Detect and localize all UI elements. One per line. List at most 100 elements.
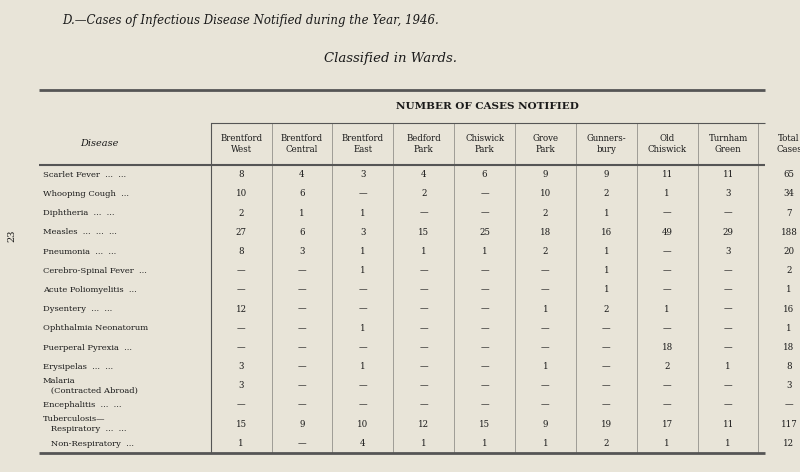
Text: 16: 16 (601, 228, 612, 237)
Text: —: — (480, 286, 489, 295)
Text: 6: 6 (482, 170, 487, 179)
Text: NUMBER OF CASES NOTIFIED: NUMBER OF CASES NOTIFIED (396, 101, 579, 111)
Text: —: — (541, 266, 550, 275)
Text: —: — (602, 324, 610, 333)
Text: 1: 1 (603, 247, 609, 256)
Text: Grove
Park: Grove Park (532, 134, 558, 154)
Text: 18: 18 (662, 343, 673, 352)
Text: 1: 1 (726, 362, 731, 371)
Text: 6: 6 (299, 189, 305, 199)
Text: 49: 49 (662, 228, 673, 237)
Text: D.—Cases of Infectious Disease Notified during the Year, 1946.: D.—Cases of Infectious Disease Notified … (62, 14, 439, 27)
Text: 16: 16 (783, 304, 794, 314)
Text: 10: 10 (540, 189, 551, 199)
Text: —: — (480, 189, 489, 199)
Text: —: — (480, 381, 489, 390)
Text: —: — (663, 324, 671, 333)
Text: 3: 3 (299, 247, 305, 256)
Text: —: — (480, 304, 489, 314)
Text: —: — (419, 401, 428, 410)
Text: —: — (298, 324, 306, 333)
Text: —: — (663, 286, 671, 295)
Text: —: — (602, 343, 610, 352)
Text: —: — (298, 343, 306, 352)
Text: —: — (480, 209, 489, 218)
Text: Old
Chiswick: Old Chiswick (647, 134, 686, 154)
Text: 11: 11 (662, 170, 673, 179)
Text: 2: 2 (238, 209, 244, 218)
Text: 10: 10 (235, 189, 246, 199)
Text: 29: 29 (722, 228, 734, 237)
Text: Total
Cases: Total Cases (776, 134, 800, 154)
Text: 188: 188 (781, 228, 798, 237)
Text: —: — (358, 381, 367, 390)
Text: —: — (724, 324, 732, 333)
Text: Tuberculosis—
   Respiratory  ...  ...: Tuberculosis— Respiratory ... ... (43, 415, 126, 433)
Text: 2: 2 (603, 439, 609, 448)
Text: 9: 9 (542, 170, 548, 179)
Text: 1: 1 (603, 286, 609, 295)
Text: —: — (237, 324, 246, 333)
Text: —: — (237, 266, 246, 275)
Text: 2: 2 (603, 189, 609, 199)
Text: 9: 9 (603, 170, 609, 179)
Text: —: — (663, 247, 671, 256)
Text: 1: 1 (542, 439, 548, 448)
Text: Whooping Cough  ...: Whooping Cough ... (43, 190, 129, 198)
Text: —: — (298, 362, 306, 371)
Text: Bedford
Park: Bedford Park (406, 134, 441, 154)
Text: 8: 8 (238, 247, 244, 256)
Text: 12: 12 (235, 304, 246, 314)
Text: 65: 65 (783, 170, 794, 179)
Text: 1: 1 (421, 439, 426, 448)
Text: 12: 12 (418, 420, 430, 429)
Text: —: — (663, 401, 671, 410)
Text: —: — (541, 343, 550, 352)
Text: —: — (298, 266, 306, 275)
Text: 1: 1 (360, 247, 366, 256)
Text: Ophthalmia Neonatorum: Ophthalmia Neonatorum (43, 324, 148, 332)
Text: —: — (480, 324, 489, 333)
Text: 8: 8 (786, 362, 792, 371)
Text: 1: 1 (299, 209, 305, 218)
Text: 1: 1 (726, 439, 731, 448)
Text: Acute Poliomyelitis  ...: Acute Poliomyelitis ... (43, 286, 137, 294)
Text: —: — (358, 189, 367, 199)
Text: Chiswick
Park: Chiswick Park (465, 134, 504, 154)
Text: 11: 11 (722, 420, 734, 429)
Text: —: — (358, 343, 367, 352)
Text: —: — (663, 209, 671, 218)
Text: —: — (541, 324, 550, 333)
Text: Brentford
East: Brentford East (342, 134, 384, 154)
Text: —: — (602, 401, 610, 410)
Text: 4: 4 (421, 170, 426, 179)
Text: 117: 117 (781, 420, 798, 429)
Text: —: — (480, 343, 489, 352)
Text: 4: 4 (360, 439, 366, 448)
Text: 1: 1 (786, 324, 792, 333)
Text: 2: 2 (542, 209, 548, 218)
Text: —: — (298, 381, 306, 390)
Text: —: — (541, 381, 550, 390)
Text: —: — (358, 304, 367, 314)
Text: 3: 3 (360, 170, 366, 179)
Text: Classified in Wards.: Classified in Wards. (324, 52, 457, 65)
Text: 1: 1 (360, 324, 366, 333)
Text: —: — (724, 286, 732, 295)
Text: —: — (602, 381, 610, 390)
Text: 34: 34 (783, 189, 794, 199)
Text: —: — (298, 286, 306, 295)
Text: —: — (419, 381, 428, 390)
Text: 1: 1 (482, 247, 487, 256)
Text: 1: 1 (238, 439, 244, 448)
Text: 1: 1 (360, 362, 366, 371)
Text: 15: 15 (479, 420, 490, 429)
Text: —: — (419, 362, 428, 371)
Text: 12: 12 (783, 439, 794, 448)
Text: 19: 19 (601, 420, 612, 429)
Text: —: — (419, 286, 428, 295)
Text: 18: 18 (540, 228, 551, 237)
Text: —: — (237, 401, 246, 410)
Text: —: — (724, 304, 732, 314)
Text: Cerebro-Spinal Fever  ...: Cerebro-Spinal Fever ... (43, 267, 146, 275)
